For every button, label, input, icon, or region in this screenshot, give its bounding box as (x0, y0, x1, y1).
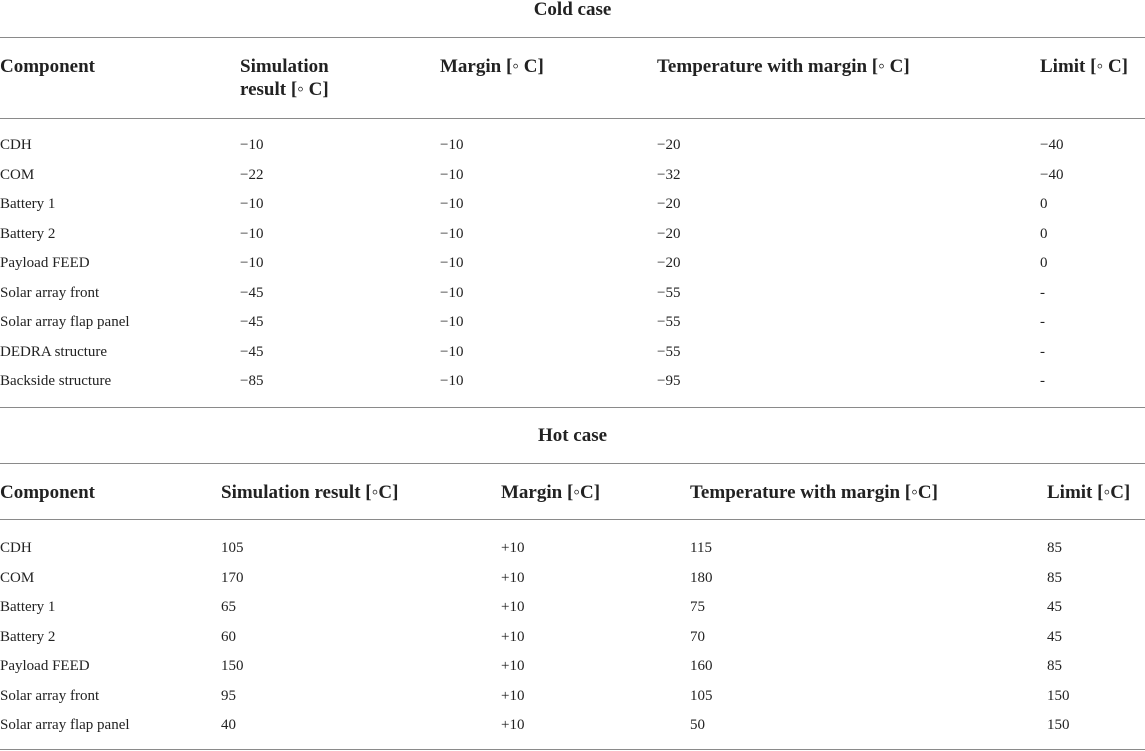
hot-cell-temp: 115 (690, 540, 712, 556)
cold-cell-sim: −10 (240, 137, 264, 153)
cold-cell-margin: −10 (440, 343, 464, 360)
cold-header-rule (0, 118, 1145, 119)
hot-cell-temp: 75 (690, 599, 705, 615)
hot-cell-component: Solar array flap panel (0, 717, 130, 733)
hot-cell-temp: 50 (690, 717, 705, 733)
hot-cell-limit: 85 (1047, 658, 1062, 674)
cold-cell-sim: −45 (240, 343, 264, 360)
hot-cell-sim: 105 (221, 540, 244, 556)
hot-cell-sim: 150 (221, 658, 244, 674)
cold-cell-margin: −10 (440, 196, 464, 212)
hot-cell-sim: 40 (221, 717, 236, 733)
hot-cell-limit: 85 (1047, 540, 1062, 556)
hot-header-margin: Margin [◦C] (501, 482, 601, 503)
hot-cell-sim: 95 (221, 687, 236, 704)
hot-cell-component: CDH (0, 540, 32, 556)
cold-cell-temp: −55 (657, 343, 681, 360)
cold-cell-limit: 0 (1040, 255, 1048, 271)
hot-cell-component: Battery 1 (0, 599, 56, 615)
hot-header-limit: Limit [◦C] (1047, 482, 1131, 503)
hot-cell-limit: 45 (1047, 599, 1062, 615)
hot-header-sim: Simulation result [◦C] (221, 482, 399, 503)
cold-cell-limit: 0 (1040, 225, 1048, 242)
cold-cell-component: Battery 1 (0, 196, 56, 212)
cold-header-sim-line2: result [◦ C] (240, 79, 329, 100)
hot-cell-margin: +10 (501, 628, 525, 645)
cold-cell-limit: 0 (1040, 196, 1048, 212)
hot-header-rule (0, 519, 1145, 520)
hot-cell-limit: 150 (1047, 717, 1070, 733)
cold-cell-limit: - (1040, 373, 1045, 389)
cold-cell-sim: −45 (240, 284, 264, 301)
hot-header-temp: Temperature with margin [◦C] (690, 482, 938, 503)
hot-top-rule (0, 463, 1145, 464)
hot-cell-sim: 65 (221, 599, 236, 615)
cold-cell-margin: −10 (440, 255, 464, 271)
hot-cell-limit: 85 (1047, 569, 1062, 586)
hot-cell-margin: +10 (501, 540, 525, 556)
cold-cell-temp: −55 (657, 314, 681, 330)
hot-cell-sim: 170 (221, 569, 244, 586)
cold-header-component: Component (0, 56, 96, 77)
hot-bottom-rule (0, 749, 1145, 750)
cold-cell-component: DEDRA structure (0, 343, 108, 360)
hot-cell-limit: 150 (1047, 687, 1070, 704)
cold-bottom-rule (0, 407, 1145, 408)
cold-cell-component: Solar array front (0, 284, 100, 301)
cold-cell-sim: −10 (240, 225, 264, 242)
cold-cell-margin: −10 (440, 225, 464, 242)
hot-cell-temp: 105 (690, 687, 713, 704)
hot-header-component: Component (0, 482, 96, 503)
cold-cell-margin: −10 (440, 284, 464, 301)
cold-cell-margin: −10 (440, 137, 464, 153)
hot-cell-limit: 45 (1047, 628, 1062, 645)
cold-cell-margin: −10 (440, 373, 464, 389)
cold-header-temp: Temperature with margin [◦ C] (657, 56, 910, 77)
cold-cell-margin: −10 (440, 166, 464, 183)
hot-cell-margin: +10 (501, 569, 525, 586)
cold-cell-margin: −10 (440, 314, 464, 330)
cold-cell-component: CDH (0, 137, 32, 153)
hot-case-title: Hot case (537, 425, 608, 446)
cold-cell-limit: - (1040, 284, 1045, 301)
cold-cell-component: Solar array flap panel (0, 314, 130, 330)
cold-cell-temp: −95 (657, 373, 681, 389)
cold-case-title: Cold case (533, 0, 612, 20)
cold-cell-sim: −22 (240, 166, 264, 183)
hot-cell-component: Payload FEED (0, 658, 90, 674)
cold-header-sim-line1: Simulation (240, 56, 329, 77)
cold-cell-limit: −40 (1040, 166, 1064, 183)
cold-top-rule (0, 37, 1145, 38)
hot-cell-margin: +10 (501, 658, 525, 674)
cold-cell-component: COM (0, 166, 35, 183)
hot-cell-temp: 180 (690, 569, 713, 586)
hot-cell-sim: 60 (221, 628, 236, 645)
cold-cell-temp: −20 (657, 255, 681, 271)
hot-cell-component: Solar array front (0, 687, 100, 704)
hot-cell-temp: 160 (690, 658, 713, 674)
cold-cell-sim: −10 (240, 255, 264, 271)
cold-cell-sim: −45 (240, 314, 264, 330)
cold-cell-temp: −32 (657, 166, 681, 183)
hot-cell-component: COM (0, 569, 35, 586)
cold-cell-temp: −55 (657, 284, 681, 301)
hot-cell-margin: +10 (501, 687, 525, 704)
hot-cell-temp: 70 (690, 628, 705, 645)
cold-cell-temp: −20 (657, 225, 681, 242)
cold-cell-sim: −10 (240, 196, 264, 212)
hot-cell-margin: +10 (501, 717, 525, 733)
cold-cell-sim: −85 (240, 373, 264, 389)
cold-cell-component: Backside structure (0, 373, 112, 389)
cold-cell-temp: −20 (657, 137, 681, 153)
cold-cell-limit: - (1040, 343, 1045, 360)
cold-header-margin: Margin [◦ C] (440, 56, 544, 77)
cold-cell-limit: −40 (1040, 137, 1064, 153)
cold-cell-limit: - (1040, 314, 1045, 330)
hot-cell-margin: +10 (501, 599, 525, 615)
cold-cell-component: Battery 2 (0, 225, 56, 242)
cold-header-limit: Limit [◦ C] (1040, 56, 1128, 77)
cold-cell-component: Payload FEED (0, 255, 90, 271)
hot-cell-component: Battery 2 (0, 628, 56, 645)
cold-cell-temp: −20 (657, 196, 681, 212)
